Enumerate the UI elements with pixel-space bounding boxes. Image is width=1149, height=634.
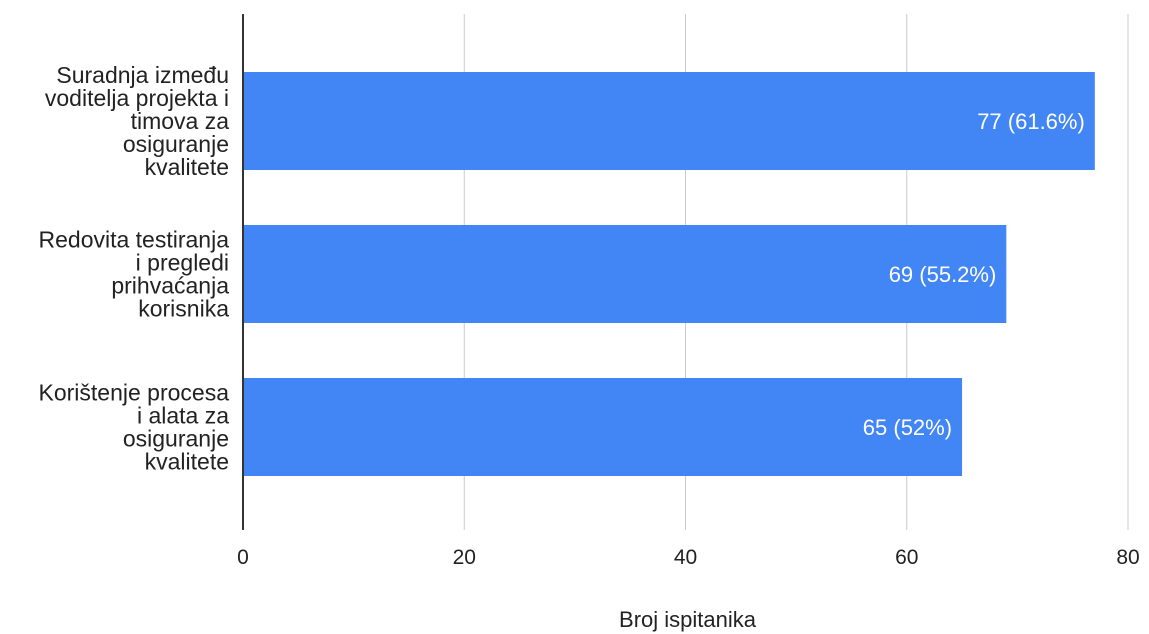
- category-label: prihvaćanja: [111, 273, 229, 299]
- category-label: timova za: [131, 108, 230, 134]
- category-label: osiguranje: [123, 426, 229, 452]
- bars: 77 (61.6%) 69 (55.2%) 65 (52%): [243, 72, 1095, 476]
- x-tick-label: 0: [237, 546, 249, 569]
- x-tick-label: 20: [453, 546, 476, 569]
- category-label: kvalitete: [145, 154, 229, 180]
- x-tick-label: 60: [895, 546, 918, 569]
- bar-data-label: 69 (55.2%): [889, 262, 997, 287]
- category-label: Redovita testiranja: [39, 227, 230, 253]
- bar: [243, 225, 1007, 323]
- x-tick-label: 80: [1116, 546, 1139, 569]
- bar: [243, 72, 1095, 170]
- category-label: i pregledi: [136, 250, 229, 276]
- category-label: voditelja projekta i: [45, 85, 229, 111]
- category-label: i alata za: [137, 403, 229, 429]
- bar-data-label: 65 (52%): [863, 415, 952, 440]
- bar: [243, 378, 963, 476]
- category-label: osiguranje: [123, 131, 229, 157]
- category-label: kvalitete: [145, 449, 229, 475]
- x-axis-title: Broj ispitanika: [619, 607, 757, 632]
- x-tick-labels: 0 20 40 60 80: [237, 546, 1140, 569]
- category-label: korisnika: [138, 296, 229, 322]
- x-tick-label: 40: [674, 546, 697, 569]
- category-label: Korištenje procesa: [39, 380, 230, 406]
- category-label: Suradnja između: [56, 62, 229, 88]
- bar-data-label: 77 (61.6%): [977, 109, 1085, 134]
